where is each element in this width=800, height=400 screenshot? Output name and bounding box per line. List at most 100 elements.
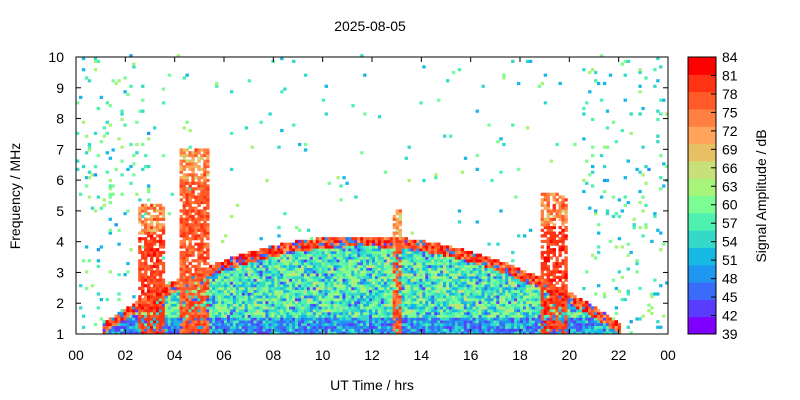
heatmap-cell bbox=[283, 87, 287, 91]
heatmap-cell bbox=[446, 273, 450, 277]
heatmap-cell bbox=[188, 242, 192, 246]
heatmap-cell bbox=[531, 306, 536, 310]
heatmap-cell bbox=[292, 298, 296, 302]
heatmap-cell bbox=[342, 275, 346, 279]
heatmap-cell bbox=[321, 300, 326, 304]
heatmap-cell bbox=[395, 284, 400, 288]
heatmap-cell bbox=[197, 165, 201, 169]
heatmap-cell bbox=[84, 286, 89, 291]
heatmap-cell bbox=[345, 325, 349, 329]
heatmap-cell bbox=[150, 264, 154, 268]
heatmap-cell bbox=[383, 267, 388, 271]
heatmap-cell bbox=[215, 270, 219, 274]
heatmap-cell bbox=[336, 273, 340, 277]
heatmap-cell bbox=[265, 328, 269, 332]
heatmap-cell bbox=[443, 289, 447, 293]
heatmap-cell bbox=[475, 220, 479, 224]
heatmap-cell bbox=[321, 259, 326, 263]
heatmap-cell bbox=[286, 298, 290, 302]
heatmap-cell bbox=[295, 295, 299, 299]
heatmap-cell bbox=[221, 300, 225, 304]
heatmap-cell bbox=[369, 242, 373, 246]
heatmap-cell bbox=[227, 328, 231, 332]
heatmap-cell bbox=[490, 281, 494, 285]
heatmap-cell bbox=[398, 214, 402, 219]
heatmap-cell bbox=[475, 286, 479, 291]
heatmap-cell bbox=[345, 245, 349, 249]
heatmap-cell bbox=[268, 275, 272, 279]
heatmap-cell bbox=[301, 295, 305, 299]
heatmap-cell bbox=[144, 154, 148, 158]
heatmap-cell bbox=[419, 242, 423, 246]
heatmap-cell bbox=[197, 226, 201, 230]
heatmap-cell bbox=[153, 320, 157, 324]
heatmap-cell bbox=[481, 295, 485, 299]
heatmap-cell bbox=[466, 253, 471, 257]
heatmap-cell bbox=[537, 325, 542, 329]
heatmap-cell bbox=[389, 259, 394, 263]
heatmap-cell bbox=[268, 281, 272, 285]
heatmap-cell bbox=[377, 242, 382, 246]
heatmap-cell bbox=[185, 231, 189, 235]
heatmap-cell bbox=[469, 298, 474, 302]
heatmap-cell bbox=[389, 273, 394, 277]
heatmap-cell bbox=[401, 259, 405, 263]
heatmap-cell bbox=[203, 220, 207, 224]
heatmap-cell bbox=[197, 184, 201, 188]
heatmap-cell bbox=[431, 286, 435, 291]
heatmap-cell bbox=[333, 275, 337, 279]
heatmap-cell bbox=[472, 331, 476, 335]
heatmap-cell bbox=[469, 322, 474, 327]
heatmap-cell bbox=[203, 320, 207, 324]
heatmap-cell bbox=[395, 278, 400, 282]
heatmap-cell bbox=[170, 295, 175, 299]
heatmap-cell bbox=[188, 203, 192, 207]
heatmap-cell bbox=[348, 286, 352, 291]
heatmap-cell bbox=[404, 317, 408, 321]
heatmap-cell bbox=[502, 264, 506, 268]
heatmap-cell bbox=[348, 278, 352, 282]
heatmap-cell bbox=[514, 278, 518, 282]
heatmap-cell bbox=[292, 325, 296, 329]
heatmap-cell bbox=[440, 311, 444, 315]
heatmap-cell bbox=[481, 267, 485, 271]
heatmap-cell bbox=[262, 275, 266, 279]
heatmap-cell bbox=[182, 253, 186, 257]
heatmap-cell bbox=[262, 300, 266, 304]
heatmap-cell bbox=[188, 303, 192, 307]
heatmap-cell bbox=[262, 248, 266, 252]
heatmap-cell bbox=[188, 181, 192, 185]
heatmap-cell bbox=[212, 322, 216, 327]
heatmap-cell bbox=[138, 317, 142, 321]
heatmap-cell bbox=[295, 281, 299, 285]
heatmap-cell bbox=[546, 309, 550, 313]
heatmap-cell bbox=[475, 289, 479, 293]
heatmap-cell bbox=[449, 286, 453, 291]
heatmap-cell bbox=[153, 281, 157, 285]
heatmap-cell bbox=[407, 300, 411, 304]
heatmap-cell bbox=[523, 234, 527, 238]
heatmap-cell bbox=[543, 322, 548, 327]
heatmap-cell bbox=[235, 273, 240, 277]
heatmap-cell bbox=[472, 253, 476, 257]
heatmap-cell bbox=[407, 270, 411, 274]
heatmap-cell bbox=[197, 228, 201, 232]
heatmap-cell bbox=[194, 228, 198, 232]
heatmap-cell bbox=[185, 220, 189, 224]
heatmap-cell bbox=[167, 295, 172, 299]
heatmap-cell bbox=[330, 325, 334, 329]
heatmap-cell bbox=[102, 198, 106, 202]
heatmap-cell bbox=[123, 311, 127, 315]
heatmap-cell bbox=[392, 253, 397, 257]
heatmap-cell bbox=[351, 262, 355, 266]
heatmap-cell bbox=[108, 184, 112, 188]
heatmap-cell bbox=[209, 317, 213, 321]
heatmap-cell bbox=[380, 284, 385, 288]
heatmap-cell bbox=[386, 306, 391, 310]
heatmap-cell bbox=[182, 154, 186, 158]
heatmap-cell bbox=[138, 314, 142, 318]
heatmap-cell bbox=[469, 253, 474, 257]
heatmap-cell bbox=[200, 226, 204, 230]
heatmap-cell bbox=[176, 303, 180, 307]
heatmap-cell bbox=[138, 248, 142, 252]
